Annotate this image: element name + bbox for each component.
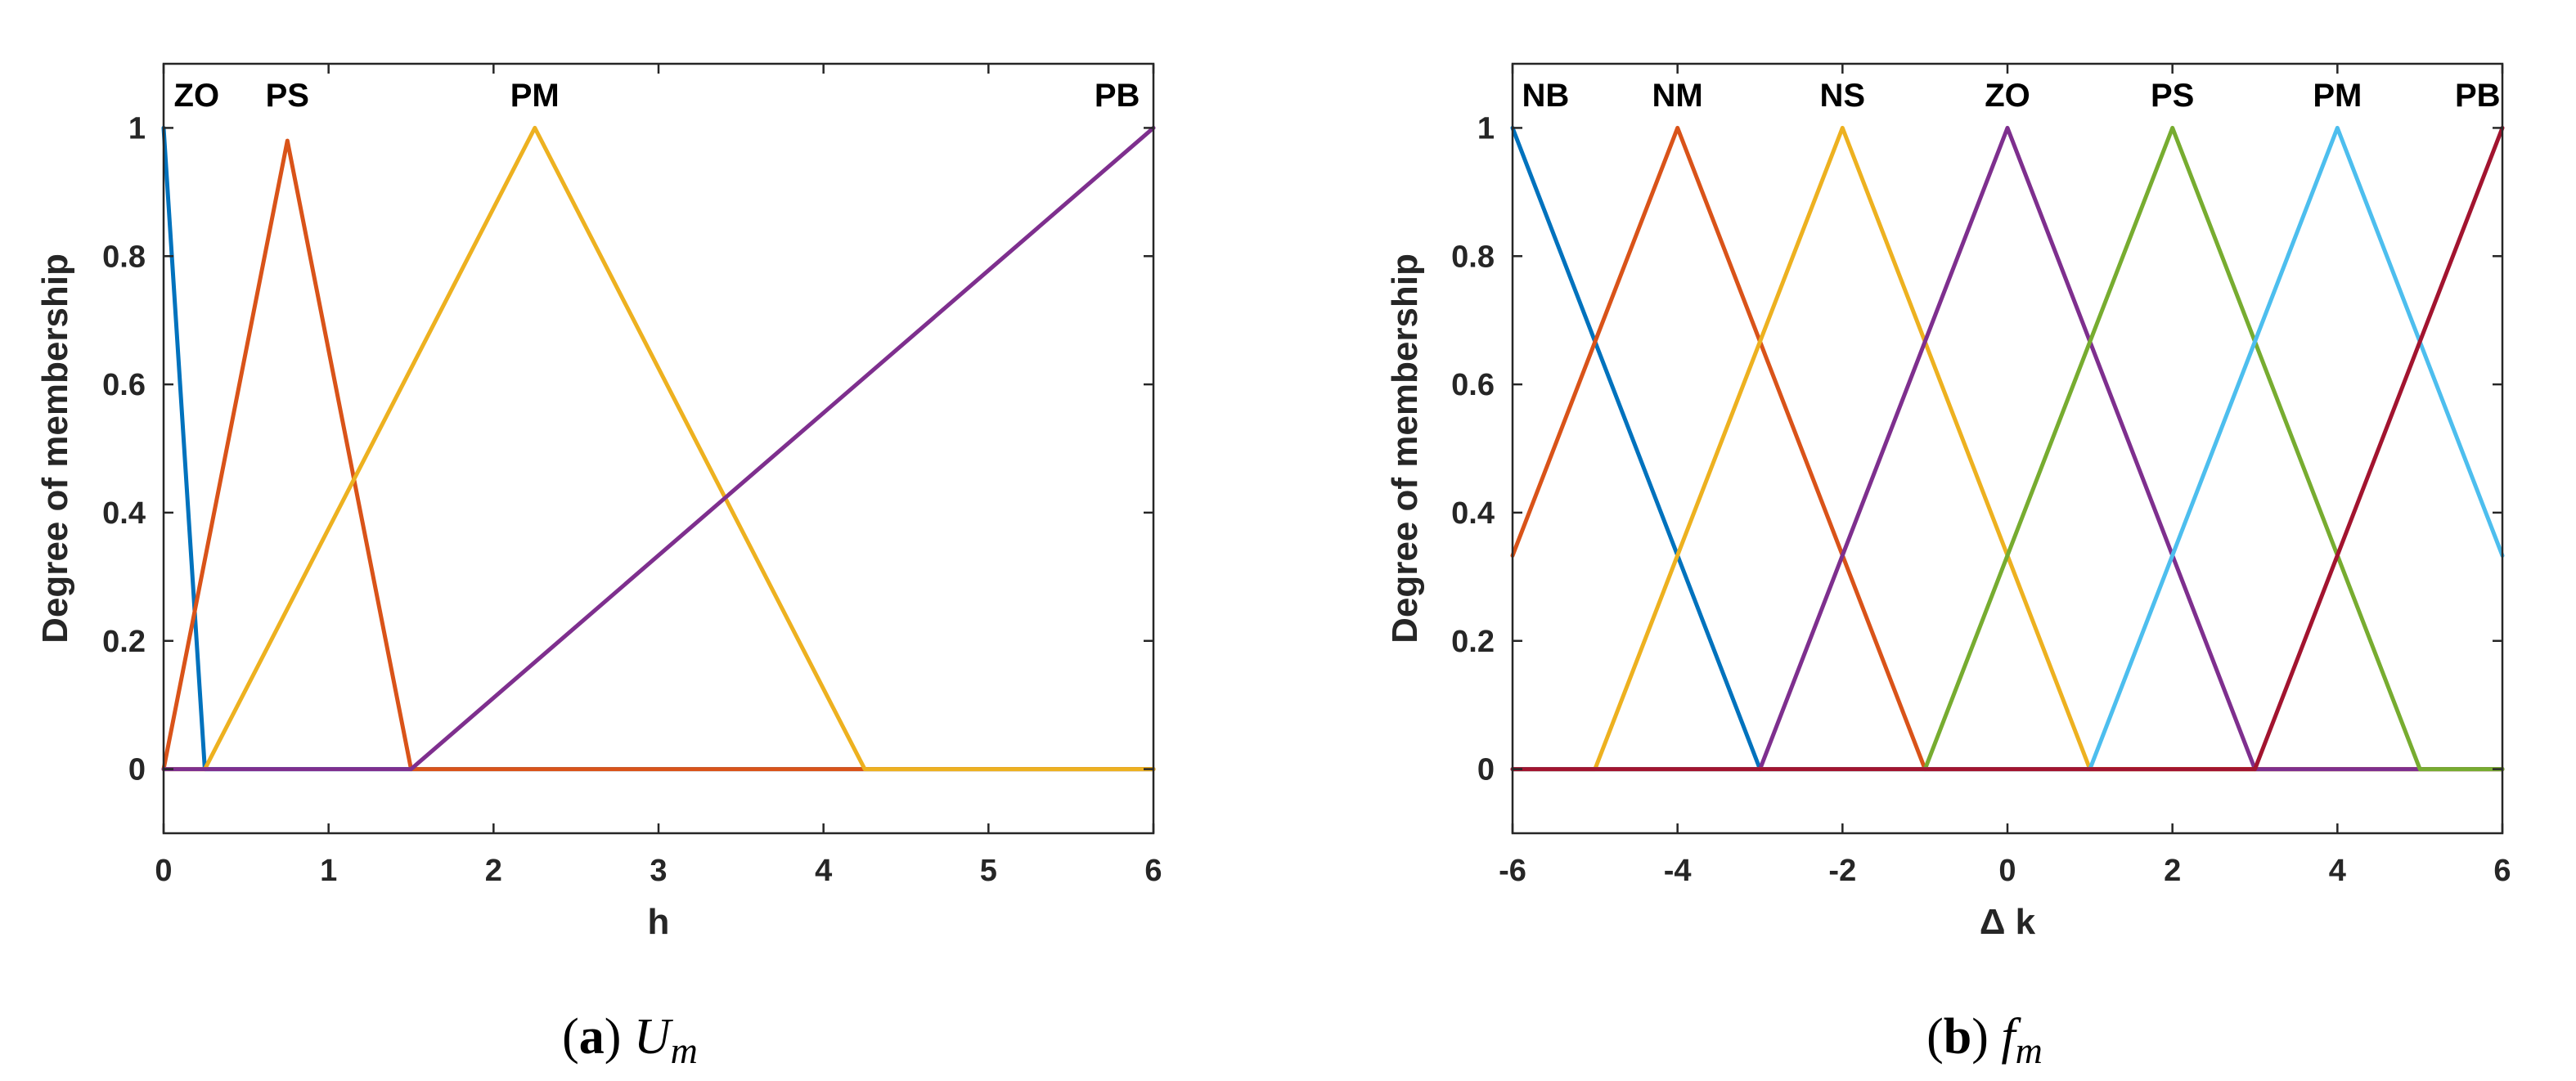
y-axis-label: Degree of membership [35,253,75,644]
panel-caption: (b) fm [1926,1009,2043,1071]
series-label-pb: PB [1095,78,1140,114]
caption-part: U [634,1009,674,1065]
x-tick-label: 0 [1998,854,2016,888]
plot-frame [1511,62,2504,835]
x-tick-label: 4 [815,854,832,888]
x-tick-label: 5 [980,854,997,888]
series-line-pm [161,125,1156,772]
series-label-pm: PM [510,78,560,114]
caption-part: ( [1926,1009,1944,1065]
y-tick-label: 0.4 [102,496,146,531]
series-label-zo: ZO [174,78,220,114]
y-tick-label: 0.6 [1451,368,1495,402]
x-axis-label: h [648,902,670,942]
caption-part: ) [605,1009,634,1065]
y-tick-label: 0 [1477,753,1495,787]
series-label-pm: PM [2313,78,2362,114]
series-label-ns: NS [1820,78,1866,114]
y-tick-label: 0.2 [1451,625,1495,659]
x-axis-label: Δ k [1980,902,2036,942]
caption-subscript: m [671,1029,698,1071]
series-label-zo: ZO [1985,78,2030,114]
y-tick-label: 0.4 [1451,496,1495,531]
caption-part: b [1944,1009,1971,1065]
caption-part: ( [562,1009,579,1065]
series-line-zo [1510,125,2505,772]
series-label-ps: PS [2151,78,2194,114]
series-line-ns [1510,125,2505,772]
series-line-pm [1510,125,2505,772]
x-tick-label: 2 [2164,854,2181,888]
x-tick-label: -2 [1828,854,1856,888]
x-tick-label: 6 [1144,854,1162,888]
series-line-pb [1510,125,2505,772]
series-label-ps: PS [266,78,309,114]
series-label-nm: NM [1652,78,1703,114]
x-tick-label: 1 [320,854,337,888]
x-tick-label: 0 [155,854,172,888]
plot-frame [162,62,1155,835]
x-tick-label: 2 [485,854,502,888]
y-axis-label: Degree of membership [1385,253,1425,644]
series-line-ps [1510,125,2505,772]
x-tick-label: -6 [1499,854,1526,888]
y-tick-label: 0.2 [102,625,146,659]
y-tick-label: 0 [128,753,146,787]
series-line-nb [1510,125,2505,772]
caption-subscript: m [2016,1029,2043,1071]
series-line-ps [161,138,1156,772]
series-line-pb [161,125,1156,772]
caption-part: ) [1971,1009,2001,1065]
x-tick-label: 6 [2493,854,2511,888]
chart-panel: 0 1 2 3 4 5 6 0 0.2 0.4 0.6 0.8 1 ZO PS PM PB h Degree of … [35,62,1162,1071]
chart-panel: -6 -4 -2 0 2 4 6 0 0.2 0.4 0.6 0.8 1 NB NM NS ZO PS PM PB Δ … [1385,62,2511,1071]
x-tick-label: 4 [2329,854,2346,888]
series-line-zo [161,125,1156,772]
series-line-nm [1510,125,2505,772]
series-label-pb: PB [2455,78,2501,114]
y-tick-label: 0.6 [102,368,146,402]
caption-part: a [579,1009,605,1065]
y-tick-label: 0.8 [1451,240,1495,274]
panel-caption: (a) Um [562,1009,698,1071]
y-tick-label: 0.8 [102,240,146,274]
y-tick-label: 1 [128,111,146,146]
x-tick-label: 3 [650,854,667,888]
y-tick-label: 1 [1477,111,1495,146]
x-tick-label: -4 [1664,854,1692,888]
series-label-nb: NB [1522,78,1569,114]
